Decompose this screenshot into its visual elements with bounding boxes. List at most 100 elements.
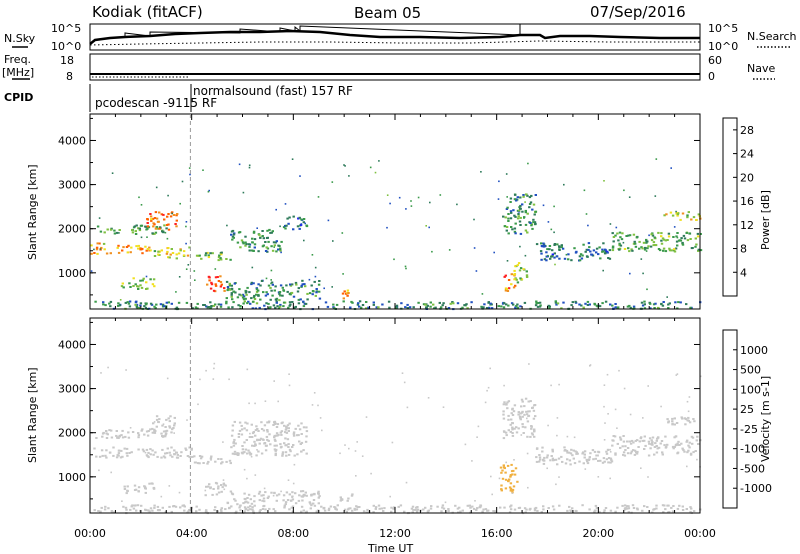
time-tick-label: 16:00 — [481, 527, 513, 540]
vel-echo-band — [499, 463, 519, 494]
vel-ytick-label: 1000 — [58, 471, 86, 484]
vel-echo-band — [339, 493, 354, 502]
power-echo-band — [341, 289, 350, 300]
power-panel: 4000 3000 2000 1000 Slant Range [km] — [26, 113, 703, 311]
power-colorbar-tick-label: 20 — [740, 171, 754, 184]
vel-colorbar-tick-label: -25 — [740, 423, 758, 436]
velocity-colorbar-label: Velocity [m s-1] — [759, 376, 772, 462]
time-tick-label: 08:00 — [277, 527, 309, 540]
noise-left-tick-high: 10^5 — [51, 22, 81, 35]
nsearch-label: N.Search — [747, 30, 797, 43]
noise-right-tick-high: 10^5 — [708, 22, 738, 35]
vel-echo-band — [666, 416, 696, 426]
vel-echo-band — [95, 428, 167, 439]
power-colorbar: 28 24 20 16 12 8 4 — [722, 117, 754, 297]
power-echo-band — [503, 273, 517, 292]
power-colorbar-tick-label: 24 — [740, 148, 754, 161]
power-colorbar-frame — [722, 117, 738, 297]
noise-right-tick-low: 10^0 — [708, 40, 738, 53]
nave-label: Nave — [747, 62, 775, 75]
power-panel-frame — [89, 113, 701, 310]
power-echo-band — [611, 231, 703, 253]
vel-echo-band — [535, 446, 614, 466]
power-scatter-echoes — [90, 158, 679, 301]
vel-colorbar-frame — [722, 329, 738, 509]
freq-unit-label: [MHz] — [2, 66, 34, 79]
nsearch-trace — [89, 40, 700, 46]
nave-right-tick-high: 60 — [708, 54, 722, 67]
vel-echo-band — [193, 455, 232, 465]
vel-echo-band — [93, 446, 194, 459]
vel-ytick-label: 2000 — [58, 427, 86, 440]
nave-right-tick-low: 0 — [708, 70, 715, 83]
time-axis-label: Time UT — [367, 542, 413, 554]
time-tick-label: 00:00 — [74, 527, 106, 540]
power-ylabel: Slant Range [km] — [26, 164, 39, 260]
power-echo-band — [206, 275, 226, 293]
nsky-spikes — [124, 24, 521, 37]
vel-ytick-label: 3000 — [58, 383, 86, 396]
power-echo-band — [153, 246, 191, 260]
power-ytick-label: 3000 — [58, 179, 86, 192]
power-echo-band — [535, 242, 612, 262]
power-echo-band — [230, 228, 283, 253]
vel-colorbar-tick-label: -500 — [740, 462, 765, 475]
vel-colorbar-tick-label: 100 — [740, 383, 761, 396]
velocity-colorbar: 1000 500 100 25 -25 -100 -500 -1000 — [722, 329, 772, 509]
power-echo-band — [225, 279, 322, 302]
power-echo-band — [116, 244, 152, 255]
velocity-panel: 4000 3000 2000 1000 Slant Range [km] — [26, 317, 702, 515]
vel-ytick-label: 4000 — [58, 338, 86, 351]
velocity-ylabel: Slant Range [km] — [26, 367, 39, 463]
power-colorbar-label: Power [dB] — [759, 190, 772, 250]
power-echo-band — [146, 211, 179, 231]
power-colorbar-tick-label: 28 — [740, 124, 754, 137]
cpid-program-2: normalsound (fast) 157 RF — [193, 84, 353, 98]
vel-echo-band — [611, 435, 702, 457]
nsky-label: N.Sky — [4, 32, 36, 45]
vel-echo-band — [502, 397, 537, 440]
vel-echo-band — [230, 420, 309, 457]
vel-colorbar-tick-label: 25 — [740, 403, 754, 416]
cpid-program-1: pcodescan -9115 RF — [95, 96, 217, 110]
power-ytick-label: 2000 — [58, 223, 86, 236]
vel-colorbar-tick-label: 500 — [740, 364, 761, 377]
station-title: Kodiak (fitACF) — [92, 3, 203, 21]
noise-left-tick-low: 10^0 — [51, 40, 81, 53]
power-echo-band — [282, 215, 309, 231]
power-echo-band — [96, 224, 168, 235]
vel-scatter-echoes — [98, 362, 702, 504]
freq-left-tick-low: 8 — [66, 70, 73, 83]
power-echo-band — [195, 251, 232, 262]
cpid-label: CPID — [4, 91, 33, 104]
vel-colorbar-tick-label: -100 — [740, 443, 765, 456]
power-echo-band — [513, 262, 529, 284]
velocity-axes: 4000 3000 2000 1000 — [58, 318, 701, 513]
time-tick-label: 04:00 — [176, 527, 208, 540]
nsky-trace — [89, 29, 700, 45]
power-colorbar-tick-label: 16 — [740, 195, 754, 208]
power-ytick-label: 1000 — [58, 267, 86, 280]
cpid-row: CPID pcodescan -9115 RF normalsound (fas… — [4, 84, 353, 112]
power-echo-band — [663, 211, 702, 221]
power-colorbar-tick-label: 8 — [740, 243, 747, 256]
power-ytick-label: 4000 — [58, 134, 86, 147]
time-tick-label: 00:00 — [684, 527, 716, 540]
time-axis: 00:00 04:00 08:00 12:00 16:00 20:00 00:00 — [74, 527, 716, 540]
vel-echo-band — [204, 481, 227, 497]
power-echo-band — [120, 277, 156, 290]
beam-title: Beam 05 — [354, 4, 421, 22]
power-data-layer — [90, 158, 703, 311]
vel-echo-band — [226, 490, 321, 506]
velocity-panel-frame — [89, 317, 701, 514]
date-title: 07/Sep/2016 — [590, 3, 686, 21]
power-colorbar-tick-label: 4 — [740, 266, 747, 279]
vel-echo-band — [123, 482, 156, 495]
power-colorbar-tick-label: 12 — [740, 219, 754, 232]
freq-label: Freq. — [4, 53, 31, 66]
vel-colorbar-tick-label: 1000 — [740, 344, 768, 357]
freq-panel: Freq. [MHz] Nave 18 8 60 0 — [2, 53, 775, 83]
freq-panel-frame — [89, 53, 701, 81]
